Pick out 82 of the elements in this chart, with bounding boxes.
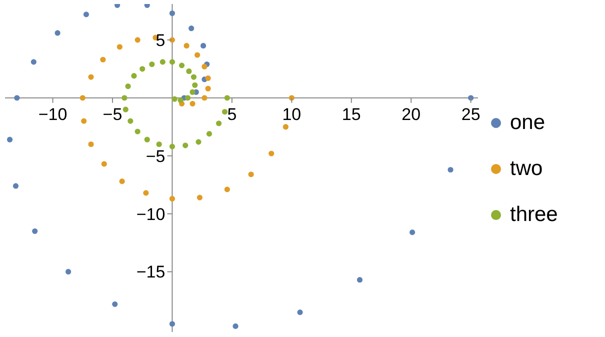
point [169, 59, 176, 65]
x-tick-label: 25 [461, 104, 480, 124]
point [206, 131, 212, 137]
point [122, 106, 128, 112]
point [119, 178, 125, 184]
point [448, 166, 454, 173]
point [216, 120, 222, 126]
point [6, 136, 13, 142]
point [122, 95, 128, 101]
point [30, 59, 36, 65]
point [66, 268, 72, 275]
legend-label: two [510, 157, 543, 181]
point [200, 42, 206, 49]
point [88, 141, 94, 148]
point [356, 277, 363, 283]
point [169, 321, 176, 327]
point [194, 52, 200, 58]
point [149, 61, 155, 68]
point [144, 136, 150, 142]
point [202, 64, 208, 70]
point [205, 86, 211, 92]
point [186, 68, 192, 74]
point [143, 190, 149, 196]
y-tick-label: −15 [136, 262, 166, 282]
point [190, 89, 196, 95]
point [32, 228, 38, 234]
point [196, 194, 202, 200]
x-tick-label: 15 [342, 104, 361, 124]
point [140, 66, 146, 72]
point [131, 73, 137, 79]
point [54, 30, 60, 36]
point [172, 96, 178, 102]
point [134, 37, 140, 43]
legend-label: three [510, 203, 558, 227]
point [169, 10, 176, 16]
point [224, 95, 230, 101]
point [297, 309, 303, 316]
point [196, 139, 202, 145]
point [410, 230, 416, 236]
point [125, 83, 131, 90]
point [178, 97, 184, 103]
point [101, 161, 107, 167]
point [222, 108, 228, 115]
point [190, 100, 196, 106]
point [205, 75, 211, 81]
point [169, 144, 176, 150]
y-tick-label: 5 [156, 30, 166, 50]
point [224, 186, 230, 192]
point [80, 95, 86, 101]
point [100, 56, 106, 62]
x-tick-label: −5 [102, 104, 122, 124]
point [81, 118, 87, 124]
point [156, 141, 162, 148]
point [116, 44, 122, 50]
point [184, 42, 190, 49]
y-tick-label: −5 [146, 146, 166, 166]
point [268, 150, 274, 156]
point [160, 59, 166, 65]
point [134, 128, 140, 134]
point [83, 12, 90, 18]
point [190, 74, 197, 80]
point [282, 124, 288, 130]
point [232, 323, 238, 330]
point [14, 95, 20, 101]
point [184, 95, 191, 101]
point [12, 183, 19, 189]
point [188, 26, 194, 32]
point [88, 74, 94, 80]
x-tick-label: 10 [282, 104, 302, 124]
point [202, 95, 208, 101]
point [248, 172, 254, 178]
point [192, 82, 198, 88]
point [182, 142, 188, 148]
y-tick-label: −10 [136, 204, 166, 224]
point [178, 62, 185, 68]
point [112, 301, 118, 307]
x-tick-label: −10 [38, 104, 68, 124]
x-tick-label: 5 [227, 104, 237, 124]
point [169, 196, 176, 202]
x-tick-label: 20 [402, 104, 421, 124]
legend-label: one [510, 111, 546, 135]
point [128, 118, 134, 124]
